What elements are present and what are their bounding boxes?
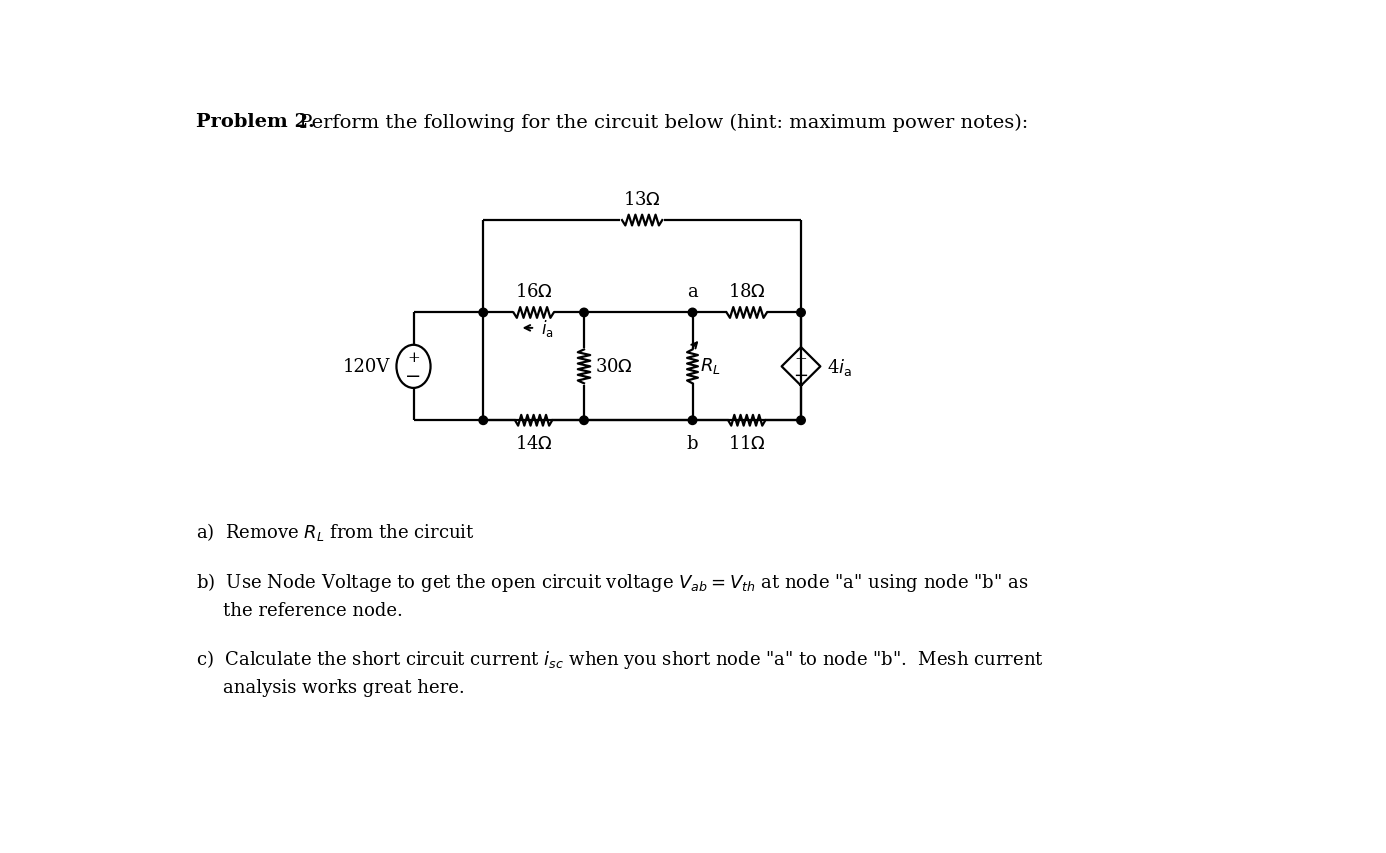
Text: −: − [405,368,421,386]
Text: Problem 2.: Problem 2. [197,113,316,131]
Text: 16$\Omega$: 16$\Omega$ [514,283,553,301]
Text: 120V: 120V [342,358,391,376]
Text: 4$i_{\rm a}$: 4$i_{\rm a}$ [826,357,851,377]
Text: 13$\Omega$: 13$\Omega$ [624,190,661,208]
Circle shape [579,416,588,425]
Text: b: b [686,435,699,453]
Text: 30$\Omega$: 30$\Omega$ [595,358,633,376]
Circle shape [689,416,697,425]
Text: Perform the following for the circuit below (hint: maximum power notes):: Perform the following for the circuit be… [294,113,1028,131]
Circle shape [797,416,805,425]
Text: +: + [794,351,808,365]
Text: +: + [407,351,420,365]
Circle shape [689,309,697,317]
Circle shape [480,309,488,317]
Text: b)  Use Node Voltage to get the open circuit voltage $V_{ab} = V_{th}$ at node ": b) Use Node Voltage to get the open circ… [197,571,1028,594]
Text: analysis works great here.: analysis works great here. [223,678,464,696]
Text: 14$\Omega$: 14$\Omega$ [514,435,553,453]
Text: a: a [687,283,699,301]
Text: a)  Remove $R_L$ from the circuit: a) Remove $R_L$ from the circuit [197,520,475,543]
Circle shape [480,416,488,425]
Text: c)  Calculate the short circuit current $i_{sc}$ when you short node "a" to node: c) Calculate the short circuit current $… [197,647,1044,670]
Text: 18$\Omega$: 18$\Omega$ [728,283,765,301]
Text: $i_{\rm a}$: $i_{\rm a}$ [542,317,554,338]
Text: the reference node.: the reference node. [223,601,403,619]
Circle shape [579,309,588,317]
Circle shape [797,309,805,317]
Text: $R_L$: $R_L$ [700,356,721,375]
Ellipse shape [396,345,431,388]
Text: 11$\Omega$: 11$\Omega$ [728,435,765,453]
Text: −: − [793,367,808,385]
